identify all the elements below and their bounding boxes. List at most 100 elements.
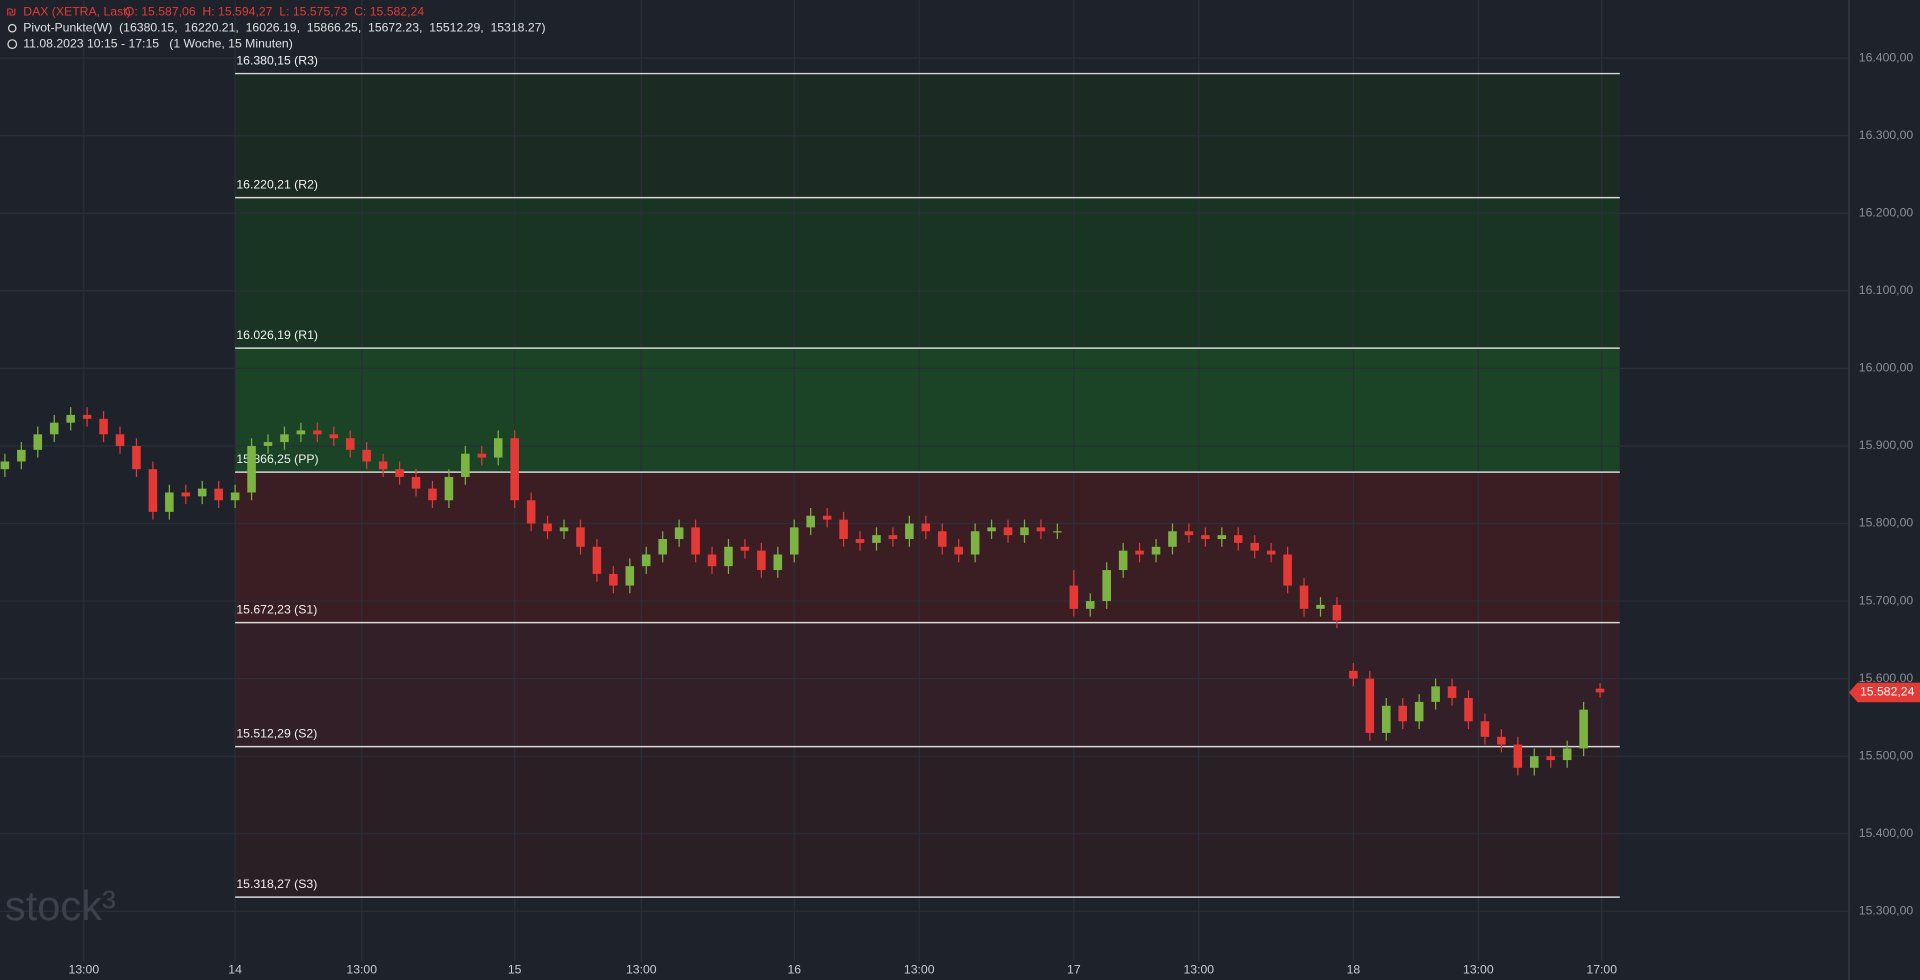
- candles: [0, 407, 1605, 776]
- candle-body: [592, 546, 602, 574]
- candle-body: [806, 515, 815, 528]
- candle-body: [247, 445, 256, 493]
- x-tick-label: 15: [508, 962, 522, 976]
- candle-body: [1151, 546, 1161, 555]
- legend-icon: ₪: [6, 4, 16, 18]
- candle-body: [773, 554, 783, 571]
- candle-body: [1579, 709, 1588, 749]
- candle-body: [99, 418, 108, 435]
- candle-body: [510, 438, 519, 501]
- candle-body: [1480, 721, 1490, 737]
- candle-body: [641, 554, 651, 567]
- candle-body: [428, 488, 437, 501]
- x-tick-label: 13:00: [1183, 962, 1214, 976]
- candle-body: [1201, 535, 1210, 540]
- candle-body: [477, 453, 487, 458]
- candle-body: [1168, 531, 1177, 547]
- candle-body: [1036, 527, 1046, 532]
- pivot-label: 16.220,21 (R2): [236, 178, 318, 192]
- candle-body: [263, 442, 273, 446]
- candle-body: [165, 492, 174, 512]
- candle-body: [1069, 585, 1079, 609]
- candle-body: [921, 523, 931, 532]
- y-tick-label: 16.200,00: [1859, 206, 1914, 220]
- candle-body: [888, 535, 898, 540]
- candle-body: [970, 531, 980, 555]
- pivot-band: [235, 348, 1620, 473]
- candle-body: [1184, 531, 1194, 536]
- pivot-band: [235, 197, 1620, 349]
- x-tick-label: 13:00: [69, 962, 100, 976]
- pivot-label: 15.318,27 (S3): [236, 877, 317, 891]
- pivot-label: 15.672,23 (S1): [236, 603, 317, 617]
- candle-body: [1003, 527, 1013, 536]
- candle-body: [1020, 527, 1029, 536]
- candle-body: [444, 476, 454, 501]
- pivot-levels: 16.380,15 (R3) 16.220,21 (R2) 16.026,19 (R…: [235, 54, 1620, 898]
- candle-body: [1381, 705, 1391, 733]
- candle-body: [132, 445, 141, 470]
- candle-body: [362, 449, 371, 462]
- candle-body: [1365, 678, 1375, 733]
- candle-body: [378, 461, 388, 470]
- candle-body: [33, 434, 43, 450]
- candle-body: [82, 414, 92, 419]
- candle-body: [872, 535, 881, 543]
- period-label: 11.08.2023 10:15 - 17:15 (1 Woche, 15 Mi…: [23, 36, 293, 50]
- candle-body: [66, 414, 75, 423]
- candle-body: [1464, 698, 1473, 722]
- x-tick-label: 16: [787, 962, 801, 976]
- y-tick-label: 15.300,00: [1859, 904, 1914, 918]
- candle-body: [855, 539, 865, 543]
- candle-body: [1414, 701, 1424, 722]
- indicator-icon: [7, 23, 17, 33]
- candle-body: [691, 527, 700, 555]
- x-tick-label: 13:00: [904, 962, 935, 976]
- pivot-label: 15.512,29 (S2): [236, 727, 317, 741]
- candle-body: [1513, 744, 1523, 768]
- candle-body: [1283, 554, 1292, 586]
- candle-body: [115, 434, 125, 446]
- candle-body: [954, 546, 963, 555]
- candle-body: [559, 527, 569, 532]
- candle-body: [1431, 686, 1440, 702]
- candle-body: [345, 438, 355, 450]
- watermark: stock³: [5, 882, 116, 929]
- y-tick-label: 16.400,00: [1859, 50, 1914, 64]
- candle-body: [395, 469, 404, 477]
- candle-body: [839, 519, 848, 540]
- candle-body: [1118, 550, 1128, 571]
- candle-body: [987, 527, 996, 532]
- candle-body: [17, 449, 26, 462]
- candle-body: [49, 422, 59, 435]
- pivot-band: [235, 746, 1620, 898]
- candle-body: [1217, 535, 1227, 540]
- candle-body: [707, 554, 717, 567]
- candle-body: [724, 546, 733, 567]
- candle-body: [230, 492, 240, 501]
- y-tick-label: 15.600,00: [1859, 671, 1914, 685]
- x-tick-label: 17: [1067, 962, 1081, 976]
- legend-title: DAX (XETRA, Last): [23, 4, 130, 18]
- x-tick-label: 13:00: [346, 962, 377, 976]
- x-tick-label: 17:00: [1586, 962, 1617, 976]
- x-axis: 13:00 14 13:00 15 13:00 16 13:00 17 13:00 18 13:00…: [69, 962, 1618, 976]
- y-tick-label: 15.900,00: [1859, 438, 1914, 452]
- pivot-label: 15.866,25 (PP): [236, 452, 318, 466]
- candle-body: [1102, 570, 1111, 602]
- candle-body: [1135, 550, 1144, 555]
- candle-body: [625, 566, 635, 586]
- candle-body: [1266, 550, 1276, 555]
- candle-body: [1085, 601, 1095, 609]
- candle-body: [1562, 748, 1572, 761]
- grid: [0, 0, 1849, 962]
- pivot-band: [235, 472, 1620, 623]
- candle-body: [740, 546, 750, 551]
- last-price-badge: [1848, 682, 1920, 703]
- pivot-label: 16.380,15 (R3): [236, 54, 318, 68]
- candle-body: [1233, 535, 1243, 543]
- candle-body: [1250, 542, 1259, 551]
- candle-body: [937, 531, 947, 547]
- indicator-label: Pivot-Punkte(W) (16380.15, 16220.21, 160…: [23, 20, 545, 34]
